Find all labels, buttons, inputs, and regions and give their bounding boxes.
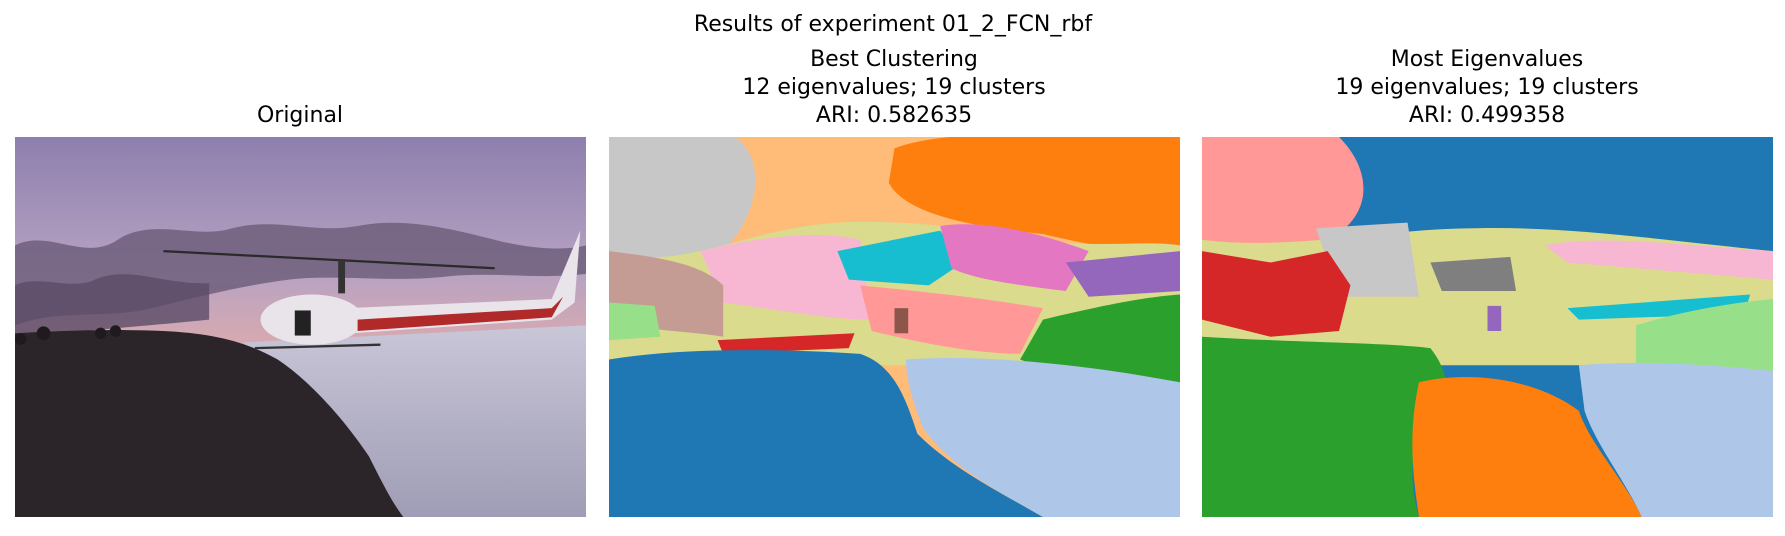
panel-subtitle: 19 eigenvalues; 19 clusters xyxy=(1335,75,1638,100)
panel-subtitle: 12 eigenvalues; 19 clusters xyxy=(742,75,1045,100)
panel-title: Best Clustering xyxy=(810,47,978,72)
panel-subtitle: ARI: 0.499358 xyxy=(1409,103,1565,128)
panel-title: Most Eigenvalues xyxy=(1391,47,1584,72)
panel-title: Original xyxy=(257,103,343,128)
original-image xyxy=(15,137,586,517)
most-eigenvalues-image xyxy=(1202,137,1773,517)
best-clustering-image xyxy=(609,137,1180,517)
figure-title: Results of experiment 01_2_FCN_rbf xyxy=(694,12,1093,37)
panel-subtitle: ARI: 0.582635 xyxy=(816,103,972,128)
